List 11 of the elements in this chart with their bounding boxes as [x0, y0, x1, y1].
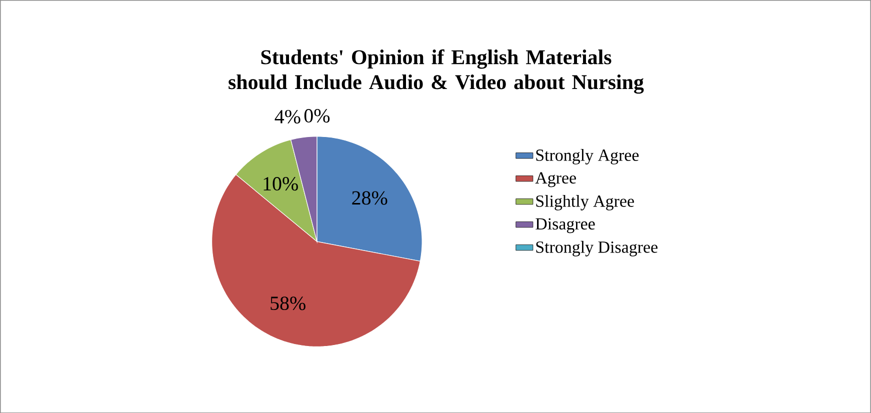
data-label: 10%	[264, 176, 298, 190]
legend-label: Agree	[535, 172, 576, 187]
text: 0%	[304, 108, 330, 122]
data-label: 58%	[270, 296, 306, 310]
legend-label: Slightly Agree	[536, 194, 634, 210]
legend-label: Disagree	[536, 218, 595, 233]
data-label: 4%	[274, 110, 300, 124]
legend-label: Strongly Disagree	[536, 240, 658, 256]
data-label: 28%	[352, 191, 388, 205]
chart-title: Students' Opinion if English Materials should Include Audio & Video about Nursing	[228, 49, 644, 94]
legend-label: Strongly Agree	[536, 148, 639, 164]
